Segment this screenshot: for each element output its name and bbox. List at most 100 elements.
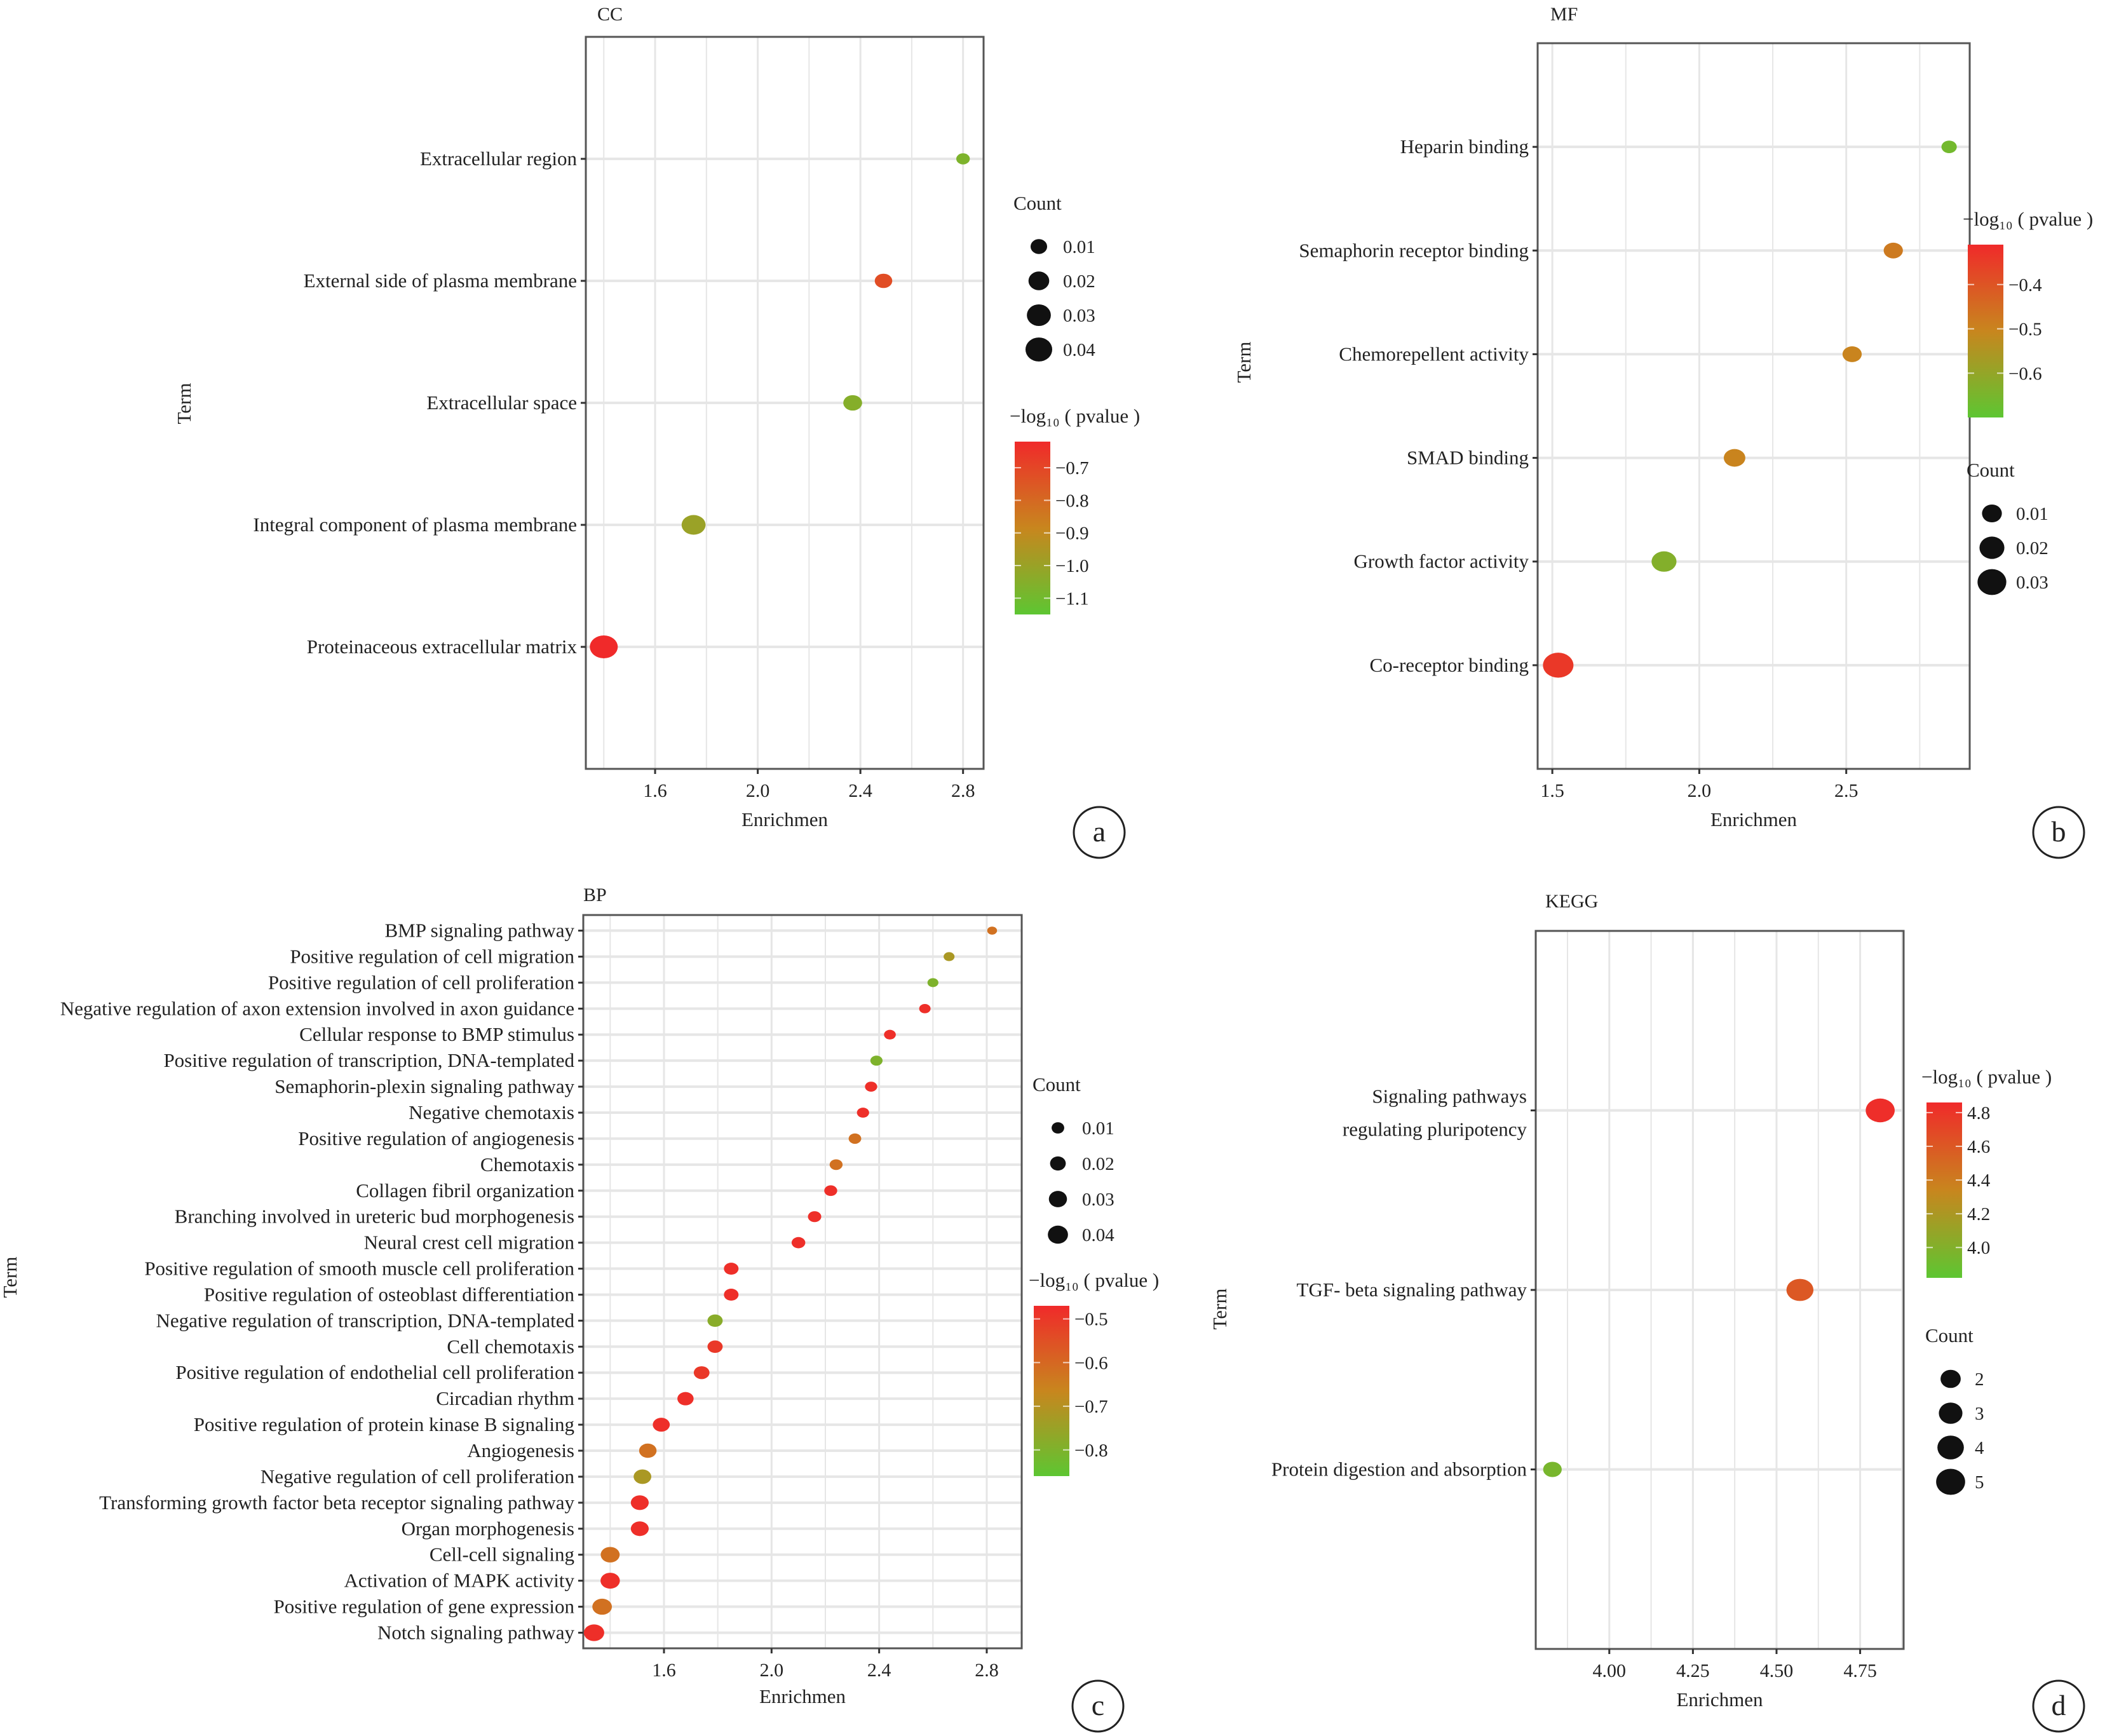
data-point xyxy=(693,1366,710,1380)
panel-title-c: BP xyxy=(583,885,607,905)
x-axis-title: Enrichmen xyxy=(741,808,829,831)
size-legend-label: 0.02 xyxy=(2016,538,2048,559)
panel-title-d: KEGG xyxy=(1545,891,1598,912)
size-legend-label: 0.01 xyxy=(2016,504,2048,524)
term-label: Circadian rhythm xyxy=(436,1387,574,1409)
term-label: Heparin binding xyxy=(1400,135,1529,158)
panel-b-mf: MF Heparin binding Semaphorin receptor bin… xyxy=(1233,4,2093,859)
panel-letter-circle xyxy=(1073,806,1126,859)
term-label: Activation of MAPK activity xyxy=(344,1570,575,1592)
data-point xyxy=(1865,1098,1895,1123)
term-label: BMP signaling pathway xyxy=(384,919,574,942)
color-legend-label: −1.0 xyxy=(1055,556,1089,576)
x-tick-label: 2.5 xyxy=(1834,780,1859,801)
term-label: Collagen fibril organization xyxy=(356,1179,574,1202)
size-legend-dot xyxy=(1028,271,1050,290)
color-legend-label: 4.4 xyxy=(1967,1170,1991,1191)
term-label: TGF- beta signaling pathway xyxy=(1297,1278,1527,1301)
color-legend-label: −0.7 xyxy=(1055,458,1089,478)
data-point xyxy=(1786,1278,1814,1301)
data-point xyxy=(630,1521,649,1536)
data-point xyxy=(843,395,862,411)
term-label: Branching involved in ureteric bud morph… xyxy=(175,1205,574,1228)
x-tick-label: 4.75 xyxy=(1843,1660,1877,1681)
size-legend-label: 0.04 xyxy=(1082,1225,1114,1245)
size-legend-dot xyxy=(1979,536,2005,559)
term-label-line: regulating pluripotency xyxy=(1343,1118,1527,1141)
color-legend-label: −1.1 xyxy=(1055,588,1089,609)
data-point xyxy=(987,926,998,935)
color-legend-title: −log₁₀ ( pvalue ) xyxy=(1963,208,2093,230)
data-point xyxy=(707,1314,723,1327)
x-tick-label: 4.25 xyxy=(1676,1660,1710,1681)
plot-background xyxy=(1538,43,1970,769)
data-point xyxy=(681,515,706,535)
term-label: Protein digestion and absorption xyxy=(1271,1458,1527,1481)
size-legend-label: 0.03 xyxy=(2016,573,2048,593)
term-label: Negative regulation of axon extension in… xyxy=(60,997,574,1019)
x-tick-label: 2.4 xyxy=(848,780,872,801)
color-legend-label: −0.8 xyxy=(1055,491,1089,511)
term-label: Negative regulation of transcription, DN… xyxy=(156,1309,574,1331)
color-legend-title: −log₁₀ ( pvalue ) xyxy=(1010,405,1140,427)
data-point xyxy=(653,1418,670,1432)
size-legend-dot xyxy=(1977,569,2007,595)
size-legend-dot xyxy=(1982,504,2002,523)
term-label: Neural crest cell migration xyxy=(364,1231,575,1254)
term-label: Positive regulation of angiogenesis xyxy=(298,1127,574,1149)
term-label: Semaphorin receptor binding xyxy=(1299,239,1529,261)
size-legend-title: Count xyxy=(1925,1324,1974,1346)
term-label: Positive regulation of cell migration xyxy=(290,945,574,967)
data-point xyxy=(829,1159,843,1170)
color-legend-label: 4.8 xyxy=(1967,1103,1990,1123)
panel-letter-circle xyxy=(2032,1679,2085,1733)
term-label: Proteinaceous extracellular matrix xyxy=(307,635,578,658)
y-axis-title: Term xyxy=(1233,342,1255,383)
x-tick-label: 2.0 xyxy=(760,1660,784,1681)
color-legend-label: 4.6 xyxy=(1967,1137,1990,1157)
x-axis-title: Enrichmen xyxy=(1676,1688,1763,1711)
size-legend-title: Count xyxy=(1013,192,1062,214)
y-axis-title: Term xyxy=(1209,1289,1231,1330)
data-point xyxy=(1883,242,1903,259)
term-label: Positive regulation of protein kinase B … xyxy=(194,1413,574,1435)
data-point xyxy=(1842,346,1862,362)
size-legend-dot xyxy=(1936,1468,1965,1495)
x-tick-label: 4.50 xyxy=(1760,1660,1794,1681)
size-legend-dot xyxy=(1030,239,1048,254)
panel-letter: d xyxy=(2052,1689,2066,1721)
term-label: Co-receptor binding xyxy=(1369,654,1529,676)
data-point xyxy=(677,1392,694,1406)
size-legend-title: Count xyxy=(1967,459,2015,481)
panel-a-cc: CC Extracellular region External side of p… xyxy=(173,4,1140,859)
x-tick-label: 2.8 xyxy=(951,780,975,801)
color-legend-label: −0.5 xyxy=(2008,320,2042,340)
data-point xyxy=(600,1573,620,1589)
color-legend-bar xyxy=(1034,1306,1069,1476)
term-label: Positive regulation of osteoblast differ… xyxy=(204,1283,575,1305)
data-point xyxy=(791,1237,806,1249)
x-tick-label: 1.6 xyxy=(643,780,667,801)
data-point xyxy=(583,1624,604,1641)
size-legend-dot xyxy=(1048,1225,1068,1244)
x-tick-label: 4.00 xyxy=(1593,1660,1627,1681)
data-point xyxy=(1543,1461,1562,1477)
size-legend-label: 3 xyxy=(1975,1404,1984,1424)
term-label: Chemotaxis xyxy=(480,1153,574,1176)
size-legend-title: Count xyxy=(1033,1073,1081,1095)
size-legend-label: 2 xyxy=(1975,1369,1984,1390)
x-tick-label: 1.6 xyxy=(652,1660,676,1681)
data-point xyxy=(633,1469,652,1484)
size-legend-dot xyxy=(1027,304,1051,326)
panel-letter: b xyxy=(2052,815,2066,848)
x-axis-title: Enrichmen xyxy=(1710,808,1798,831)
term-label: Positive regulation of gene expression xyxy=(273,1596,574,1618)
data-point xyxy=(1941,140,1957,154)
panel-title-b: MF xyxy=(1550,4,1578,25)
data-point xyxy=(724,1263,739,1275)
data-point xyxy=(707,1340,723,1353)
panel-letter: c xyxy=(1092,1689,1104,1721)
size-legend-label: 0.02 xyxy=(1063,271,1095,292)
panel-d-kegg: KEGG Signaling pathways regulating pluripo… xyxy=(1209,891,2085,1733)
